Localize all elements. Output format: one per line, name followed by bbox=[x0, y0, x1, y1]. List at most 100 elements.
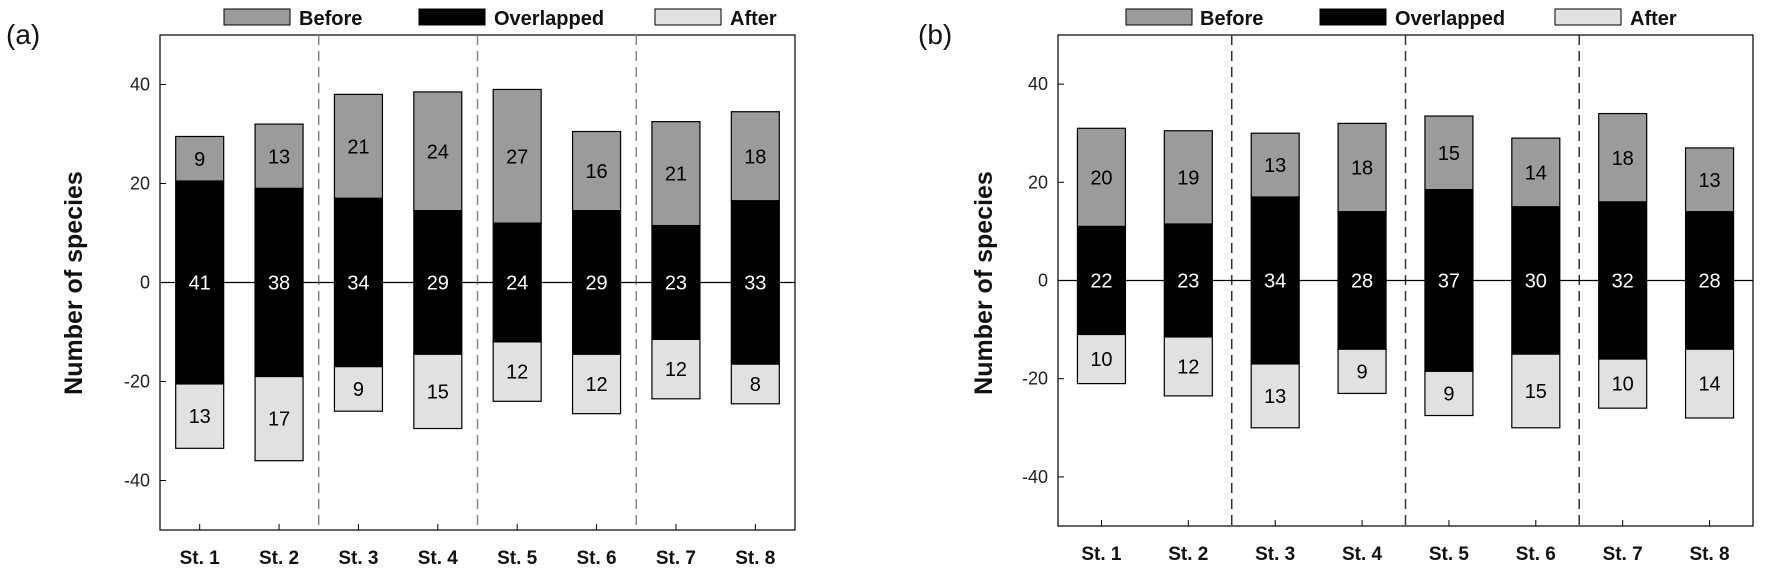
data-label-overlapped: 23 bbox=[665, 273, 687, 295]
bar-after bbox=[651, 338, 701, 400]
x-tick-label: St. 5 bbox=[497, 548, 538, 569]
y-tick-label: -40 bbox=[124, 471, 150, 491]
bar-before bbox=[730, 111, 780, 202]
data-label-after: 12 bbox=[665, 359, 687, 381]
x-tick-label: St. 8 bbox=[1690, 544, 1730, 565]
data-label-overlapped: 28 bbox=[1351, 271, 1373, 293]
x-tick-label: St. 4 bbox=[418, 548, 459, 569]
data-label-overlapped: 28 bbox=[1698, 271, 1720, 293]
bar-after bbox=[492, 341, 542, 402]
bar-before bbox=[413, 91, 463, 212]
bar-after bbox=[1511, 353, 1561, 429]
data-label-before: 27 bbox=[506, 146, 528, 168]
data-label-overlapped: 29 bbox=[427, 273, 449, 295]
y-tick-label: -40 bbox=[1022, 467, 1048, 487]
x-tick-label: St. 2 bbox=[259, 548, 299, 569]
data-label-after: 9 bbox=[1443, 383, 1454, 405]
legend-swatch-after bbox=[1554, 8, 1622, 26]
x-tick-label: St. 1 bbox=[1081, 544, 1122, 565]
bar-before bbox=[254, 123, 304, 190]
legend-swatch-overlapped bbox=[418, 8, 486, 26]
legend-swatch-before bbox=[1125, 8, 1193, 26]
data-label-overlapped: 34 bbox=[347, 273, 369, 295]
y-tick-label: 0 bbox=[140, 273, 150, 293]
data-label-after: 15 bbox=[1525, 381, 1547, 403]
y-tick-label: 20 bbox=[1028, 172, 1048, 192]
data-label-before: 16 bbox=[585, 161, 607, 183]
data-label-before: 20 bbox=[1090, 167, 1112, 189]
data-label-after: 13 bbox=[1264, 386, 1286, 408]
data-label-after: 17 bbox=[268, 409, 290, 431]
panel-a: (a) Before Overlapped After Number of sp… bbox=[6, 8, 796, 569]
bar-after bbox=[1250, 363, 1300, 429]
data-label-after: 12 bbox=[506, 362, 528, 384]
data-label-before: 13 bbox=[1264, 155, 1286, 177]
data-label-before: 18 bbox=[1612, 148, 1634, 170]
bar-after bbox=[1684, 348, 1735, 419]
legend-label-overlapped: Overlapped bbox=[1395, 8, 1505, 30]
bar-after bbox=[571, 353, 622, 415]
data-label-before: 13 bbox=[1698, 170, 1720, 192]
data-label-after: 10 bbox=[1612, 374, 1634, 396]
legend-a: Before Overlapped After bbox=[223, 8, 777, 30]
x-tick-label: St. 4 bbox=[1342, 544, 1383, 565]
panel-label-a: (a) bbox=[6, 19, 40, 50]
data-label-before: 21 bbox=[347, 136, 369, 158]
data-label-overlapped: 29 bbox=[585, 273, 607, 295]
bar-before bbox=[1598, 112, 1648, 203]
data-label-before: 18 bbox=[744, 146, 766, 168]
data-label-overlapped: 23 bbox=[1177, 271, 1199, 293]
bar-before bbox=[1250, 132, 1300, 198]
bar-before bbox=[651, 121, 701, 227]
data-label-after: 9 bbox=[353, 379, 364, 401]
data-label-after: 14 bbox=[1698, 374, 1720, 396]
x-tick-label: St. 7 bbox=[1603, 544, 1643, 565]
data-label-overlapped: 37 bbox=[1438, 271, 1460, 293]
data-label-before: 24 bbox=[427, 141, 449, 163]
x-tick-label: St. 5 bbox=[1429, 544, 1470, 565]
y-tick-label: 40 bbox=[1028, 74, 1048, 94]
legend-swatch-before bbox=[223, 8, 291, 26]
y-axis-title-b: Number of species bbox=[970, 171, 998, 395]
legend-swatch-after bbox=[654, 8, 722, 26]
data-label-before: 19 bbox=[1177, 167, 1199, 189]
data-label-overlapped: 24 bbox=[506, 273, 528, 295]
bar-before bbox=[1684, 147, 1735, 213]
data-label-overlapped: 34 bbox=[1264, 271, 1286, 293]
bar-after bbox=[1076, 333, 1127, 385]
x-tick-label: St. 7 bbox=[656, 548, 696, 569]
bar-before bbox=[1337, 122, 1387, 213]
bar-before bbox=[1163, 130, 1213, 225]
y-tick-label: -20 bbox=[124, 372, 150, 392]
panel-b: (b) Before Overlapped After Number of sp… bbox=[918, 8, 1754, 565]
y-axis-title-a: Number of species bbox=[60, 171, 88, 395]
data-label-overlapped: 30 bbox=[1525, 271, 1547, 293]
data-label-overlapped: 32 bbox=[1612, 271, 1634, 293]
legend-label-before: Before bbox=[1200, 8, 1263, 30]
data-label-after: 8 bbox=[750, 374, 761, 396]
data-label-before: 13 bbox=[268, 146, 290, 168]
y-tick-label: 20 bbox=[130, 174, 150, 194]
data-label-before: 21 bbox=[665, 164, 687, 186]
data-label-before: 15 bbox=[1438, 143, 1460, 165]
data-label-overlapped: 33 bbox=[744, 273, 766, 295]
x-tick-label: St. 2 bbox=[1168, 544, 1208, 565]
x-tick-label: St. 3 bbox=[338, 548, 378, 569]
x-tick-label: St. 1 bbox=[180, 548, 221, 569]
bar-before bbox=[571, 130, 622, 212]
data-label-before: 9 bbox=[194, 149, 205, 171]
y-tick-label: 0 bbox=[1038, 271, 1048, 291]
bar-after bbox=[413, 353, 463, 430]
data-label-after: 15 bbox=[427, 381, 449, 403]
legend-b: Before Overlapped After bbox=[1125, 8, 1677, 30]
data-label-overlapped: 41 bbox=[189, 273, 211, 295]
bar-after bbox=[1424, 370, 1474, 417]
bar-after bbox=[1337, 348, 1387, 395]
legend-swatch-overlapped bbox=[1319, 8, 1387, 26]
y-tick-label: -20 bbox=[1022, 369, 1048, 389]
bar-after bbox=[333, 366, 384, 412]
panel-label-b: (b) bbox=[918, 19, 952, 50]
data-label-after: 12 bbox=[1177, 356, 1199, 378]
bar-after bbox=[254, 375, 304, 462]
